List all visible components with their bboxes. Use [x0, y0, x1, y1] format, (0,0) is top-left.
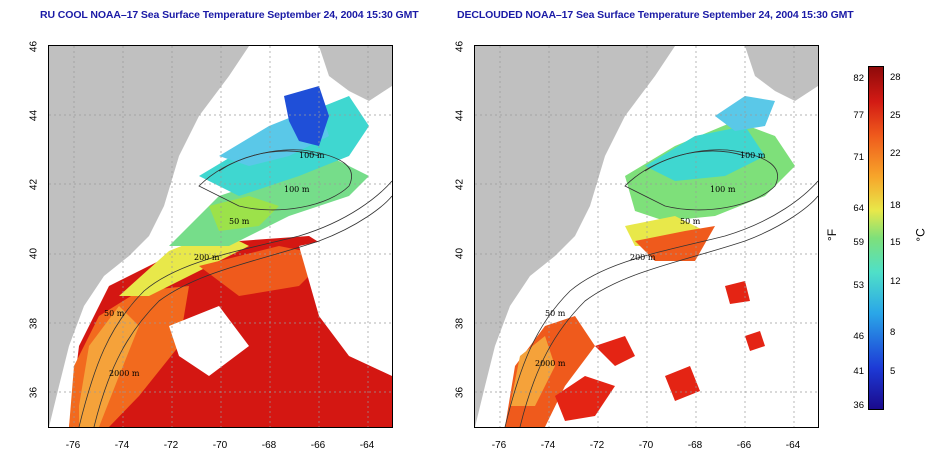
right-map-title: DECLOUDED NOAA–17 Sea Surface Temperatur…	[457, 9, 854, 21]
colorbar-c-tick-25: 25	[890, 110, 901, 121]
fahrenheit-unit-label: °F	[825, 228, 840, 242]
left-ytick-36: 36	[28, 386, 40, 399]
left-ytick-42: 42	[28, 178, 40, 191]
right-xtick-76: -76	[491, 440, 507, 451]
right-land-mass	[475, 46, 675, 427]
colorbar-c-tick-22: 22	[890, 148, 901, 159]
colorbar-f-tick-77: 77	[853, 110, 864, 121]
colorbar-c-tick-18: 18	[890, 200, 901, 211]
colorbar-f-tick-36: 36	[853, 400, 864, 411]
right-sst-field	[505, 96, 795, 427]
colorbar-c-tick-12: 12	[890, 276, 901, 287]
left-xtick-68: -68	[261, 440, 277, 451]
right-contour-label-2: 100 m	[710, 185, 736, 194]
left-contour-label-5: 50 m	[104, 309, 125, 318]
right-ytick-40: 40	[454, 247, 466, 260]
right-contour-label-3: 50 m	[680, 217, 701, 226]
right-ytick-36: 36	[454, 386, 466, 399]
right-xtick-74: -74	[540, 440, 556, 451]
right-xtick-72: -72	[589, 440, 605, 451]
colorbar-f-tick-41: 41	[853, 366, 864, 377]
right-contour-label-1: 100 m	[740, 151, 766, 160]
left-xtick-66: -66	[310, 440, 326, 451]
right-ytick-46: 46	[454, 40, 466, 53]
left-contour-label-6: 2000 m	[109, 369, 140, 378]
colorbar-f-tick-71: 71	[853, 152, 864, 163]
left-contour-label-1: 100 m	[299, 151, 325, 160]
colorbar-c-tick-5: 5	[890, 366, 896, 377]
left-contour-label-2: 100 m	[284, 185, 310, 194]
temperature-colorbar	[868, 66, 884, 410]
colorbar-f-tick-46: 46	[853, 331, 864, 342]
colorbar-f-tick-59: 59	[853, 237, 864, 248]
colorbar-f-tick-82: 82	[853, 73, 864, 84]
left-xtick-64: -64	[359, 440, 375, 451]
left-sst-field	[69, 46, 392, 427]
right-xtick-70: -70	[638, 440, 654, 451]
left-map-title: RU COOL NOAA–17 Sea Surface Temperature …	[40, 9, 419, 21]
left-xtick-70: -70	[212, 440, 228, 451]
right-contour-label-6: 2000 m	[535, 359, 566, 368]
colorbar-f-tick-53: 53	[853, 280, 864, 291]
left-contour-label-4: 200 m	[194, 253, 220, 262]
left-xtick-76: -76	[65, 440, 81, 451]
right-contour-label-5: 50 m	[545, 309, 566, 318]
right-ytick-44: 44	[454, 109, 466, 122]
right-contour-label-4: 200 m	[630, 253, 656, 262]
colorbar-c-tick-8: 8	[890, 327, 896, 338]
left-land-mass	[49, 46, 249, 427]
right-ytick-42: 42	[454, 178, 466, 191]
right-xtick-68: -68	[687, 440, 703, 451]
right-ytick-38: 38	[454, 317, 466, 330]
left-ytick-44: 44	[28, 109, 40, 122]
left-ytick-40: 40	[28, 247, 40, 260]
left-xtick-74: -74	[114, 440, 130, 451]
right-sst-map: 100 m 100 m 50 m 200 m 50 m 2000 m	[474, 45, 819, 428]
right-xtick-66: -66	[736, 440, 752, 451]
colorbar-c-tick-15: 15	[890, 237, 901, 248]
colorbar-c-tick-28: 28	[890, 72, 901, 83]
right-xtick-64: -64	[785, 440, 801, 451]
left-sst-map: 100 m 100 m 50 m 200 m 50 m 2000 m	[48, 45, 393, 428]
left-ytick-46: 46	[28, 40, 40, 53]
left-ytick-38: 38	[28, 317, 40, 330]
left-contour-label-3: 50 m	[229, 217, 250, 226]
colorbar-f-tick-64: 64	[853, 203, 864, 214]
left-xtick-72: -72	[163, 440, 179, 451]
